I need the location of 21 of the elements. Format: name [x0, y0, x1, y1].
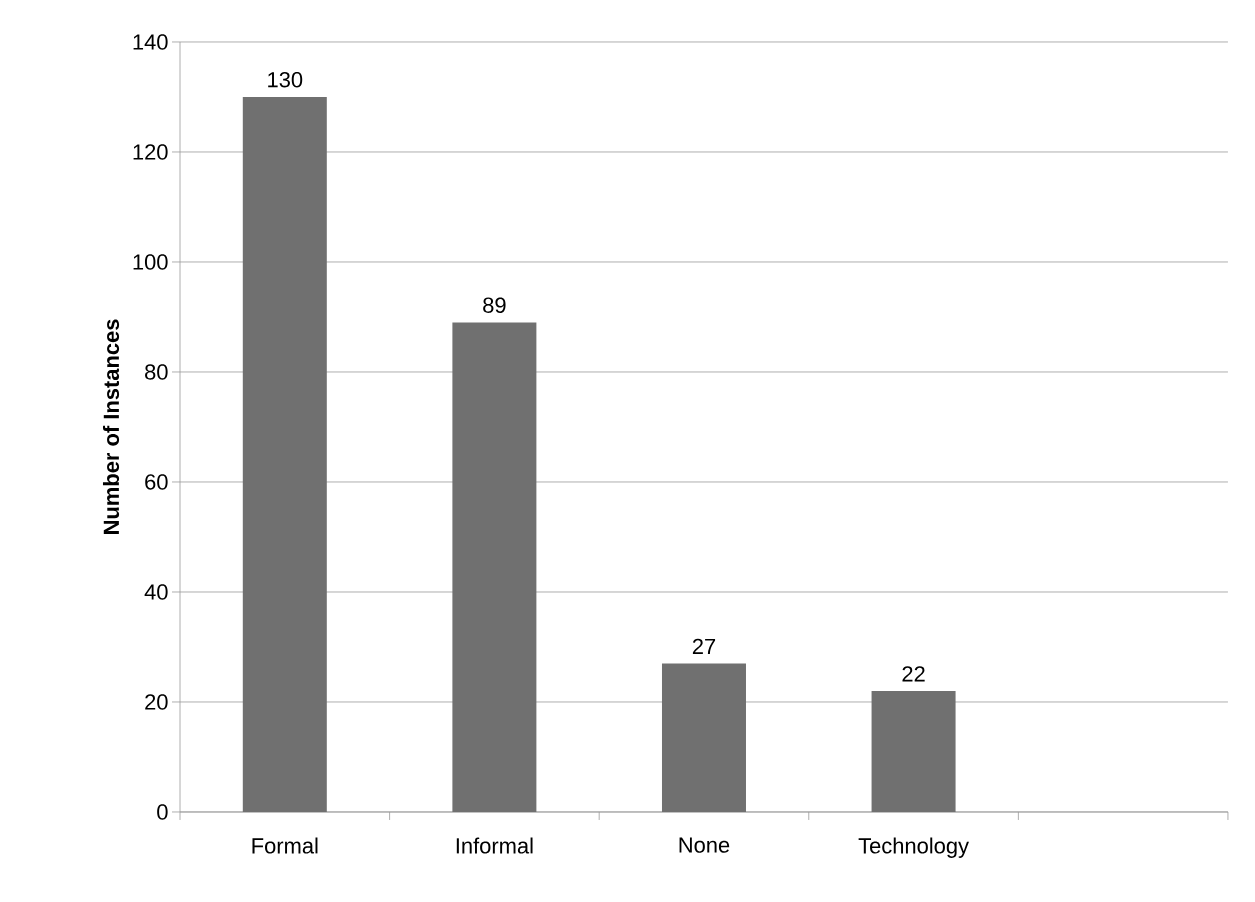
data-label: 130: [268, 71, 303, 88]
x-tick-label: Formal: [252, 837, 318, 854]
y-tick-label: 80: [145, 364, 168, 380]
y-tick-label: 120: [133, 144, 168, 160]
y-tick-label: 0: [157, 804, 168, 820]
y-tick-label: 20: [145, 694, 168, 710]
bar: [661, 663, 746, 812]
y-tick-label: 100: [133, 254, 168, 270]
bar: [242, 96, 327, 812]
x-tick-label: Informal: [456, 837, 533, 854]
data-label: 27: [692, 638, 716, 654]
y-tick-label: 140: [133, 34, 168, 50]
bar: [871, 690, 956, 812]
y-tick-label: 60: [145, 474, 168, 490]
x-tick-label: Technology: [858, 837, 969, 858]
y-tick-label: 40: [144, 584, 168, 600]
data-label: 22: [902, 666, 925, 682]
data-label: 89: [483, 297, 506, 313]
x-tick-label: None: [679, 837, 730, 853]
y-axis-title: Number of Instances: [102, 319, 120, 534]
bar: [452, 322, 537, 812]
